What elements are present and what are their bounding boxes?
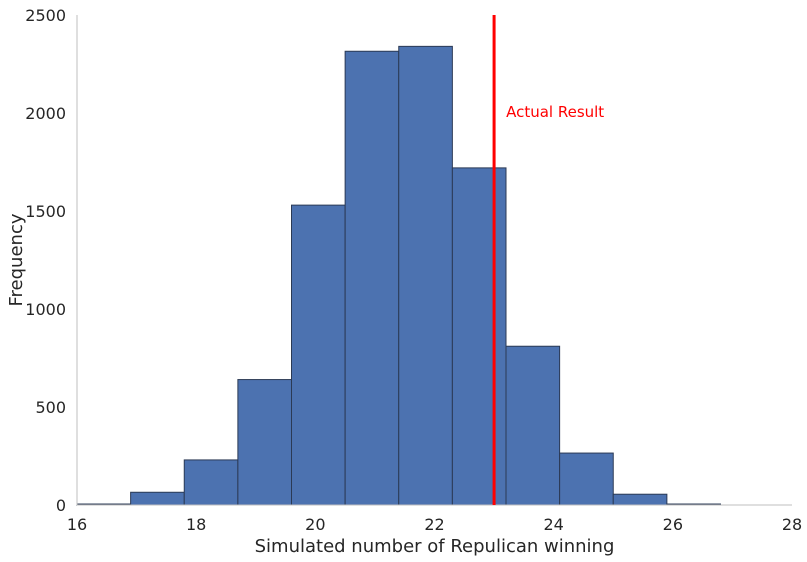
x-tick-label: 24 xyxy=(543,515,563,534)
histogram-bars xyxy=(76,45,721,506)
actual-result-annotation: Actual Result xyxy=(492,15,604,505)
histogram-bar xyxy=(291,204,346,506)
x-tick-label: 18 xyxy=(186,515,206,534)
y-tick-label: 2000 xyxy=(25,104,66,123)
y-axis-title: Frequency xyxy=(6,213,27,306)
histogram-bar xyxy=(559,452,614,506)
y-tick-label: 0 xyxy=(56,496,66,515)
histogram-bar xyxy=(237,379,292,506)
histogram-bar xyxy=(398,45,453,506)
y-tick-label: 500 xyxy=(35,398,66,417)
histogram-bar xyxy=(183,459,239,506)
histogram-bar xyxy=(612,493,668,506)
x-tick-label: 26 xyxy=(663,515,683,534)
histogram-bar xyxy=(344,50,400,506)
axes xyxy=(76,15,792,506)
x-tick-label: 16 xyxy=(67,515,87,534)
x-tick-label: 20 xyxy=(305,515,325,534)
histogram-bar xyxy=(130,491,185,506)
x-axis-title: Simulated number of Repulican winning xyxy=(255,536,615,557)
y-tick-label: 2500 xyxy=(25,6,66,25)
y-tick-label: 1500 xyxy=(25,202,66,221)
x-tick-labels: 16 18 20 22 24 26 28 xyxy=(67,515,802,534)
x-tick-label: 28 xyxy=(782,515,802,534)
y-tick-labels: 0 500 1000 1500 2000 2500 xyxy=(25,6,66,515)
histogram-bar xyxy=(451,167,507,506)
histogram-bar xyxy=(505,345,561,506)
actual-result-label: Actual Result xyxy=(506,103,604,121)
x-tick-label: 22 xyxy=(424,515,444,534)
y-tick-label: 1000 xyxy=(25,300,66,319)
